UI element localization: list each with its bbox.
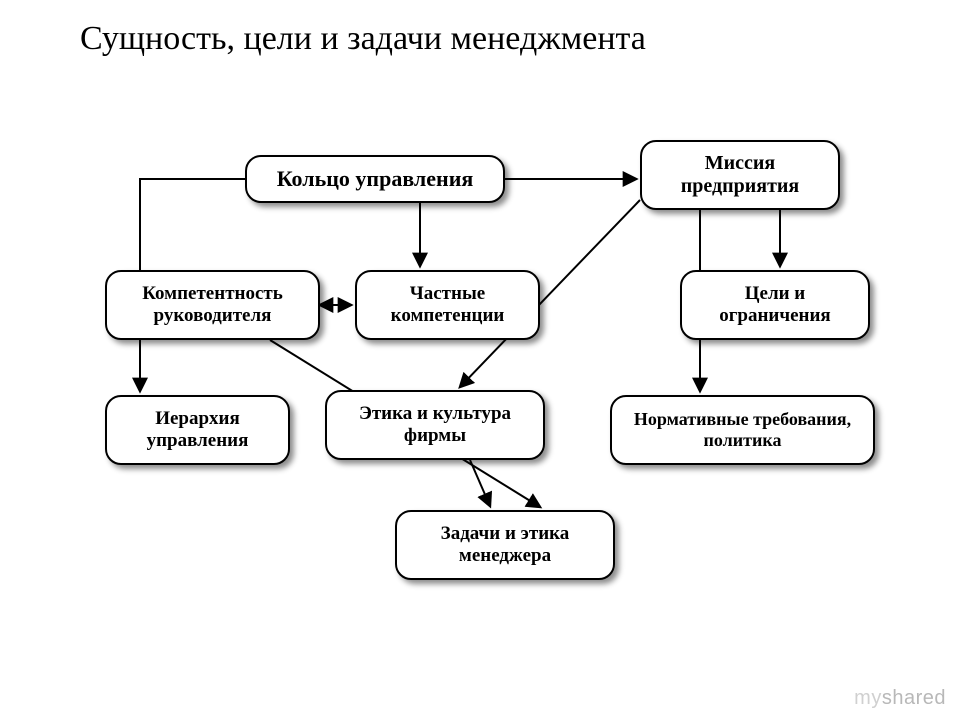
page-root: Сущность, цели и задачи менеджмента Коль… [0, 0, 960, 720]
node-private: Частные компетенции [355, 270, 540, 340]
node-goals: Цели и ограничения [680, 270, 870, 340]
node-ring: Кольцо управления [245, 155, 505, 203]
node-ethics_firm: Этика и культура фирмы [325, 390, 545, 460]
node-layer: Кольцо управления Миссия предприятия Компе… [0, 0, 960, 720]
node-norms: Нормативные требования, политика [610, 395, 875, 465]
node-competence: Компетентность руководителя [105, 270, 320, 340]
watermark-part1: my [854, 687, 882, 709]
watermark-part2: shared [882, 687, 946, 709]
node-tasks: Задачи и этика менеджера [395, 510, 615, 580]
watermark: myshared [854, 687, 946, 710]
node-hierarchy: Иерархия управления [105, 395, 290, 465]
node-mission: Миссия предприятия [640, 140, 840, 210]
